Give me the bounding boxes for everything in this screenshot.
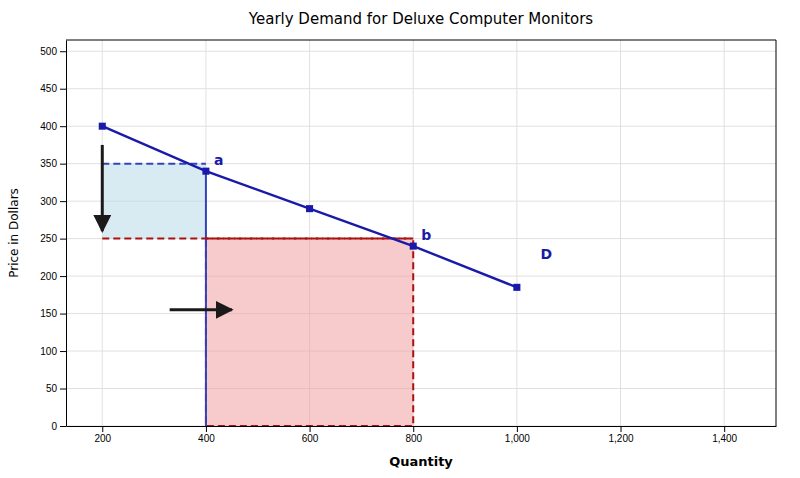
y-tick-mark [60, 351, 66, 352]
region-border [206, 239, 413, 426]
y-axis-title: Price in Dollars [7, 188, 21, 278]
x-tick-label: 1,000 [505, 433, 530, 444]
x-axis-title: Quantity [389, 454, 453, 469]
demand-point [410, 243, 417, 250]
region [206, 239, 413, 426]
title: Yearly Demand for Deluxe Computer Monito… [248, 10, 594, 28]
grid-line-y [66, 163, 776, 164]
x-tick-mark [206, 426, 207, 432]
y-tick-mark [60, 126, 66, 127]
grid-line-y [66, 126, 776, 127]
x-tick: 1,200 [609, 426, 634, 444]
x-tick: 1,400 [712, 426, 737, 444]
x-tick-mark [621, 426, 622, 432]
grid-line-y [66, 313, 776, 314]
x-axis-line [67, 426, 777, 427]
grid-line-x [724, 40, 725, 426]
y-tick-label: 50 [46, 383, 58, 394]
x-tick: 400 [198, 426, 215, 444]
y-tick: 50 [46, 383, 66, 394]
y-tick-label: 500 [40, 46, 57, 57]
y-tick-mark [60, 426, 66, 427]
x-tick: 1,000 [505, 426, 530, 444]
x-tick-mark [413, 426, 414, 432]
y-tick: 250 [40, 233, 66, 244]
y-tick-label: 350 [40, 158, 57, 169]
frame-right [776, 40, 777, 426]
annotation: b [421, 227, 431, 243]
demand-point [306, 205, 313, 212]
y-tick-mark [60, 89, 66, 90]
x-tick: 200 [94, 426, 111, 444]
reference-line [102, 238, 413, 240]
demand-point [202, 168, 209, 175]
y-tick-label: 0 [51, 421, 57, 432]
y-tick-mark [60, 314, 66, 315]
grid-line-y [66, 276, 776, 277]
chart: 2004006008001,0001,2001,4000501001502002… [0, 0, 800, 478]
x-tick-label: 1,400 [712, 433, 737, 444]
y-tick-label: 300 [40, 196, 57, 207]
y-tick: 100 [40, 346, 66, 357]
arrow [101, 145, 104, 231]
x-axis: 200 400 600 800 1,000 1,200 1,400 [67, 426, 777, 444]
annotation: a [214, 152, 223, 168]
x-tick-label: 1,200 [609, 433, 634, 444]
y-tick: 350 [40, 158, 66, 169]
y-tick: 450 [40, 83, 66, 94]
y-axis-line [66, 41, 67, 427]
y-tick-mark [60, 276, 66, 277]
frame-top [66, 40, 776, 41]
y-tick-label: 250 [40, 233, 57, 244]
y-tick-mark [60, 201, 66, 202]
y-tick: 200 [40, 271, 66, 282]
grid-line-y [66, 51, 776, 52]
y-tick-mark [60, 239, 66, 240]
y-tick: 150 [40, 308, 66, 319]
y-axis: 0 50 100 150 200 250 300 350 400 450 500 [40, 41, 66, 432]
x-tick-label: 800 [405, 433, 422, 444]
x-tick: 600 [302, 426, 319, 444]
x-tick-mark [517, 426, 518, 432]
demand-point [513, 284, 520, 291]
grid-line-x [205, 40, 206, 426]
y-tick: 0 [51, 421, 66, 432]
x-tick-mark [102, 426, 103, 432]
grid-line-x [516, 40, 517, 426]
demand-line [102, 126, 517, 287]
y-tick-label: 150 [40, 308, 57, 319]
x-tick-label: 600 [302, 433, 319, 444]
annotation: D [540, 246, 552, 262]
plot: 2004006008001,0001,2001,4000501001502002… [40, 40, 776, 444]
y-tick-mark [60, 51, 66, 52]
x-tick-label: 200 [94, 433, 111, 444]
demand-point [99, 123, 106, 130]
y-tick-label: 450 [40, 83, 57, 94]
y-tick-mark [60, 389, 66, 390]
y-tick-label: 400 [40, 121, 57, 132]
grid [66, 40, 776, 426]
x-tick-mark [724, 426, 725, 432]
y-tick: 400 [40, 121, 66, 132]
marks [99, 123, 521, 426]
grid-line-x [620, 40, 621, 426]
grid-line-y [66, 388, 776, 389]
y-tick-label: 100 [40, 346, 57, 357]
grid-line-y [66, 351, 776, 352]
y-tick-label: 200 [40, 271, 57, 282]
y-tick: 500 [40, 46, 66, 57]
grid-line-y [66, 88, 776, 89]
annotations: a b D [214, 152, 552, 262]
reference-line [205, 171, 207, 426]
arrow [170, 308, 232, 311]
x-tick-label: 400 [198, 433, 215, 444]
y-tick-mark [60, 164, 66, 165]
region [102, 164, 206, 239]
grid-line-y [66, 426, 776, 427]
y-tick: 300 [40, 196, 66, 207]
x-tick: 800 [405, 426, 422, 444]
x-tick-mark [310, 426, 311, 432]
